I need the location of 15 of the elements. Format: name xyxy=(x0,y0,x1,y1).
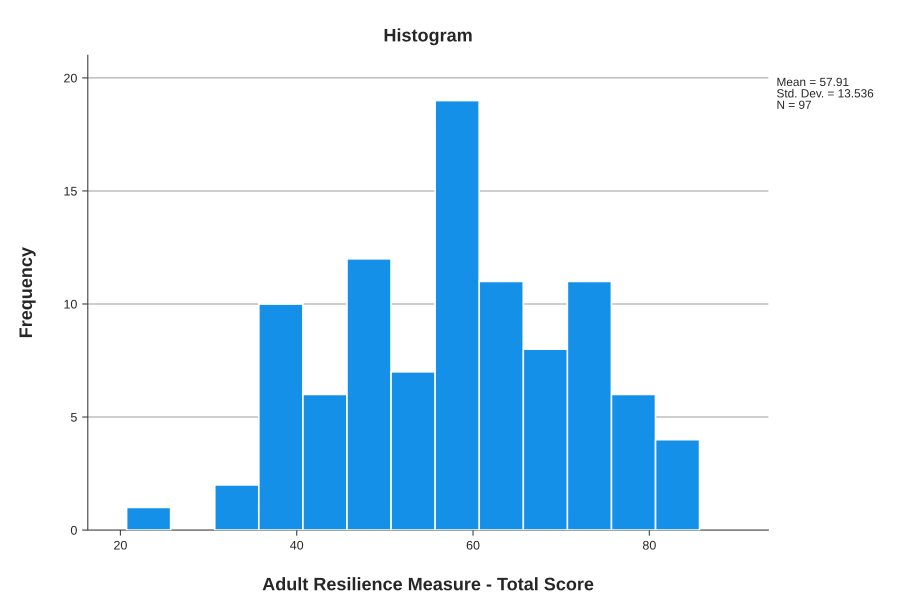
x-tick-label: 40 xyxy=(290,540,304,550)
x-tick-label: 80 xyxy=(642,540,656,550)
y-axis-title: Frequency xyxy=(20,247,36,338)
x-tick-label: 60 xyxy=(466,540,480,550)
text: Mean = 57.91 xyxy=(777,78,848,86)
y-tick-label: 10 xyxy=(64,300,77,309)
y-tick-label: 5 xyxy=(70,412,77,422)
x-axis-title: Adult Resilience Measure - Total Score xyxy=(262,577,594,590)
text: Std. Dev. = 13.536 xyxy=(777,88,874,98)
y-tick-label: 20 xyxy=(64,74,77,83)
text: N = 97 xyxy=(777,100,812,109)
y-tick-label: 15 xyxy=(64,186,77,196)
chart-title: Histogram xyxy=(384,28,472,46)
x-tick-label: 20 xyxy=(114,540,127,550)
y-tick-label: 0 xyxy=(70,526,77,535)
